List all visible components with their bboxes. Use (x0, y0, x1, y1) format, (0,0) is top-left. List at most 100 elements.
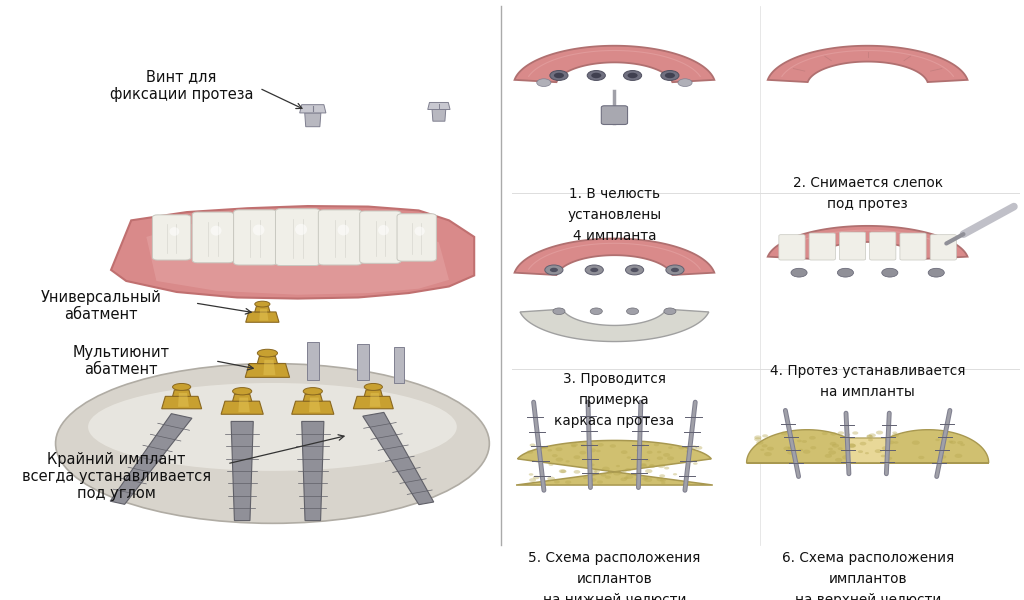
Circle shape (684, 481, 690, 484)
Circle shape (810, 446, 816, 449)
Ellipse shape (253, 224, 264, 235)
Circle shape (528, 473, 534, 476)
Ellipse shape (211, 226, 221, 236)
Circle shape (555, 447, 562, 451)
Circle shape (550, 71, 568, 80)
Ellipse shape (378, 225, 389, 235)
Circle shape (649, 464, 654, 467)
Circle shape (882, 446, 889, 451)
Polygon shape (848, 438, 888, 463)
Polygon shape (520, 309, 709, 341)
Polygon shape (768, 46, 968, 82)
Circle shape (664, 453, 670, 457)
Text: имплантов: имплантов (828, 572, 907, 586)
Circle shape (613, 471, 621, 476)
Circle shape (828, 451, 836, 455)
Text: на нижней челюсти: на нижней челюсти (543, 593, 686, 600)
Circle shape (874, 449, 882, 453)
Circle shape (887, 457, 892, 460)
Circle shape (545, 265, 563, 275)
Circle shape (621, 451, 628, 454)
FancyBboxPatch shape (809, 233, 836, 260)
FancyBboxPatch shape (153, 215, 190, 260)
Polygon shape (516, 440, 713, 485)
Polygon shape (146, 219, 449, 295)
Circle shape (824, 454, 833, 458)
Text: 5. Схема расположения: 5. Схема расположения (528, 551, 700, 565)
Circle shape (594, 470, 600, 473)
Circle shape (529, 478, 536, 482)
Polygon shape (432, 109, 445, 121)
FancyBboxPatch shape (318, 210, 361, 265)
Circle shape (581, 444, 586, 447)
Circle shape (636, 449, 642, 452)
Circle shape (799, 449, 803, 451)
FancyBboxPatch shape (840, 232, 865, 260)
Circle shape (553, 308, 565, 314)
Circle shape (623, 470, 627, 473)
Text: на верхней челюсти: на верхней челюсти (795, 593, 941, 600)
Text: установлены: установлены (567, 208, 662, 222)
FancyBboxPatch shape (779, 235, 805, 260)
Circle shape (640, 463, 646, 466)
Circle shape (635, 478, 640, 481)
Polygon shape (365, 390, 382, 397)
Polygon shape (309, 398, 321, 412)
Polygon shape (239, 398, 250, 412)
Circle shape (940, 455, 946, 458)
Text: 3. Проводится: 3. Проводится (563, 372, 666, 386)
Circle shape (866, 435, 873, 439)
Circle shape (791, 268, 807, 277)
Circle shape (940, 432, 948, 436)
Circle shape (860, 442, 866, 445)
Text: Крайний имплант
всегда устанавливается
под углом: Крайний имплант всегда устанавливается п… (22, 452, 211, 502)
Circle shape (961, 443, 965, 446)
Circle shape (935, 439, 940, 441)
Circle shape (609, 444, 616, 448)
Polygon shape (246, 312, 279, 322)
Circle shape (549, 463, 553, 466)
Circle shape (560, 470, 566, 473)
Text: исплантов: исплантов (577, 572, 652, 586)
Circle shape (590, 268, 598, 272)
Circle shape (597, 443, 604, 446)
Circle shape (762, 434, 768, 437)
Polygon shape (393, 347, 403, 383)
Circle shape (838, 448, 843, 450)
Ellipse shape (88, 383, 457, 471)
Text: Мультиюнит
абатмент: Мультиюнит абатмент (73, 344, 170, 377)
Circle shape (626, 475, 633, 479)
Circle shape (621, 478, 627, 481)
Circle shape (957, 441, 964, 445)
Circle shape (673, 473, 677, 475)
Circle shape (556, 458, 563, 461)
Circle shape (762, 444, 768, 448)
Circle shape (894, 441, 898, 444)
Circle shape (797, 440, 802, 442)
Circle shape (656, 457, 663, 460)
Circle shape (642, 477, 648, 481)
Circle shape (865, 452, 869, 454)
Circle shape (678, 79, 692, 86)
Polygon shape (305, 113, 321, 127)
Circle shape (787, 446, 793, 449)
Circle shape (591, 73, 601, 78)
Circle shape (627, 457, 631, 459)
Circle shape (624, 477, 629, 479)
FancyBboxPatch shape (869, 232, 896, 260)
Circle shape (605, 476, 611, 479)
Circle shape (547, 476, 555, 481)
Circle shape (597, 481, 603, 484)
Text: Винт для
фиксации протеза: Винт для фиксации протеза (110, 69, 253, 101)
Circle shape (948, 440, 953, 443)
Text: 2. Снимается слепок: 2. Снимается слепок (793, 176, 943, 190)
Circle shape (888, 440, 894, 444)
Circle shape (846, 433, 850, 436)
Polygon shape (768, 226, 968, 259)
Circle shape (589, 448, 596, 452)
Polygon shape (255, 307, 270, 312)
Circle shape (866, 434, 872, 437)
Circle shape (645, 459, 650, 461)
Circle shape (838, 431, 844, 435)
Polygon shape (746, 430, 867, 463)
